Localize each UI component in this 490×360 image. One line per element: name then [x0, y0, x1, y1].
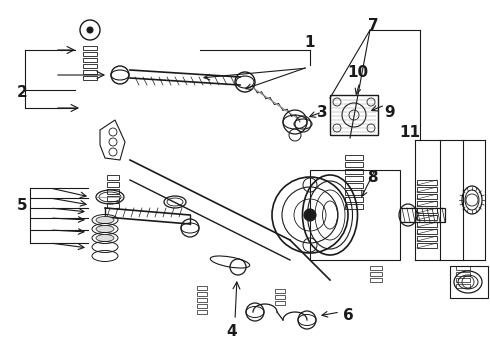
Bar: [275, 301, 285, 305]
Text: 10: 10: [347, 64, 368, 80]
Text: 5: 5: [17, 198, 27, 212]
Circle shape: [304, 209, 316, 221]
Text: 6: 6: [343, 309, 353, 324]
Bar: [456, 272, 470, 276]
Bar: [456, 266, 470, 270]
Bar: [83, 70, 97, 74]
Ellipse shape: [96, 216, 114, 224]
Bar: [83, 76, 97, 80]
Bar: [83, 58, 97, 62]
Ellipse shape: [96, 225, 114, 233]
Bar: [197, 286, 207, 290]
Bar: [345, 204, 363, 209]
Text: 7: 7: [368, 18, 378, 32]
Bar: [370, 266, 382, 270]
Bar: [417, 208, 437, 213]
Text: 3: 3: [317, 104, 327, 120]
Bar: [107, 182, 119, 187]
Bar: [345, 197, 363, 202]
Bar: [417, 201, 437, 206]
Bar: [417, 194, 437, 199]
Bar: [197, 310, 207, 314]
Bar: [456, 278, 470, 282]
Bar: [275, 289, 285, 293]
Bar: [370, 272, 382, 276]
Bar: [275, 295, 285, 299]
Bar: [345, 183, 363, 188]
Bar: [310, 170, 400, 260]
Text: 2: 2: [17, 85, 27, 99]
Bar: [417, 180, 437, 185]
Ellipse shape: [96, 234, 114, 242]
Bar: [83, 64, 97, 68]
Bar: [345, 155, 363, 160]
Bar: [330, 95, 378, 135]
Bar: [107, 203, 119, 208]
Bar: [83, 46, 97, 50]
Text: 8: 8: [367, 170, 377, 185]
Bar: [417, 229, 437, 234]
Bar: [107, 175, 119, 180]
Text: 1: 1: [305, 35, 315, 50]
Bar: [400, 208, 445, 222]
Bar: [345, 190, 363, 195]
Bar: [197, 292, 207, 296]
Bar: [417, 187, 437, 192]
Bar: [107, 196, 119, 201]
Circle shape: [87, 27, 93, 33]
Bar: [456, 284, 470, 288]
Text: 4: 4: [227, 324, 237, 339]
Bar: [345, 176, 363, 181]
Bar: [107, 189, 119, 194]
Bar: [417, 236, 437, 241]
Bar: [197, 298, 207, 302]
Bar: [450, 266, 488, 298]
Bar: [417, 222, 437, 227]
Text: 11: 11: [399, 125, 420, 140]
Bar: [345, 162, 363, 167]
Bar: [345, 169, 363, 174]
Text: 9: 9: [385, 104, 395, 120]
Bar: [417, 215, 437, 220]
Bar: [197, 304, 207, 308]
Bar: [417, 243, 437, 248]
Bar: [370, 278, 382, 282]
Bar: [83, 52, 97, 56]
